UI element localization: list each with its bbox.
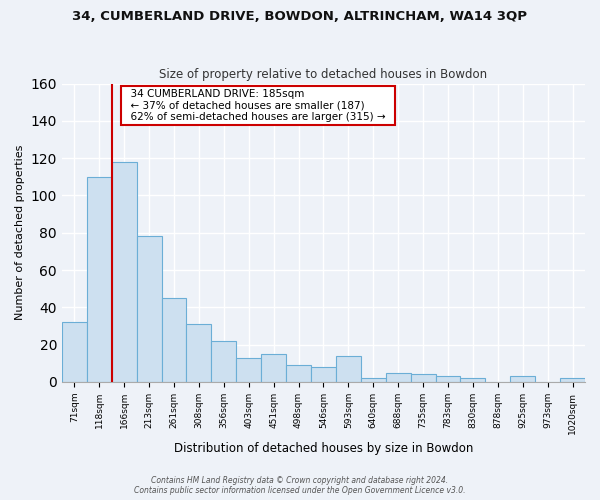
Bar xyxy=(361,378,386,382)
Bar xyxy=(386,372,410,382)
Bar xyxy=(112,162,137,382)
Bar xyxy=(436,376,460,382)
Bar xyxy=(261,354,286,382)
Bar xyxy=(62,322,87,382)
Bar xyxy=(510,376,535,382)
Text: Contains HM Land Registry data © Crown copyright and database right 2024.
Contai: Contains HM Land Registry data © Crown c… xyxy=(134,476,466,495)
Bar xyxy=(410,374,436,382)
Bar xyxy=(336,356,361,382)
Y-axis label: Number of detached properties: Number of detached properties xyxy=(15,145,25,320)
Bar xyxy=(236,358,261,382)
Bar xyxy=(286,365,311,382)
X-axis label: Distribution of detached houses by size in Bowdon: Distribution of detached houses by size … xyxy=(174,442,473,455)
Bar xyxy=(137,236,161,382)
Text: 34, CUMBERLAND DRIVE, BOWDON, ALTRINCHAM, WA14 3QP: 34, CUMBERLAND DRIVE, BOWDON, ALTRINCHAM… xyxy=(73,10,527,23)
Bar xyxy=(87,177,112,382)
Bar xyxy=(311,367,336,382)
Bar xyxy=(211,341,236,382)
Bar xyxy=(187,324,211,382)
Bar xyxy=(560,378,585,382)
Text: 34 CUMBERLAND DRIVE: 185sqm
  ← 37% of detached houses are smaller (187)
  62% o: 34 CUMBERLAND DRIVE: 185sqm ← 37% of det… xyxy=(124,89,392,122)
Title: Size of property relative to detached houses in Bowdon: Size of property relative to detached ho… xyxy=(160,68,488,81)
Bar xyxy=(161,298,187,382)
Bar xyxy=(460,378,485,382)
